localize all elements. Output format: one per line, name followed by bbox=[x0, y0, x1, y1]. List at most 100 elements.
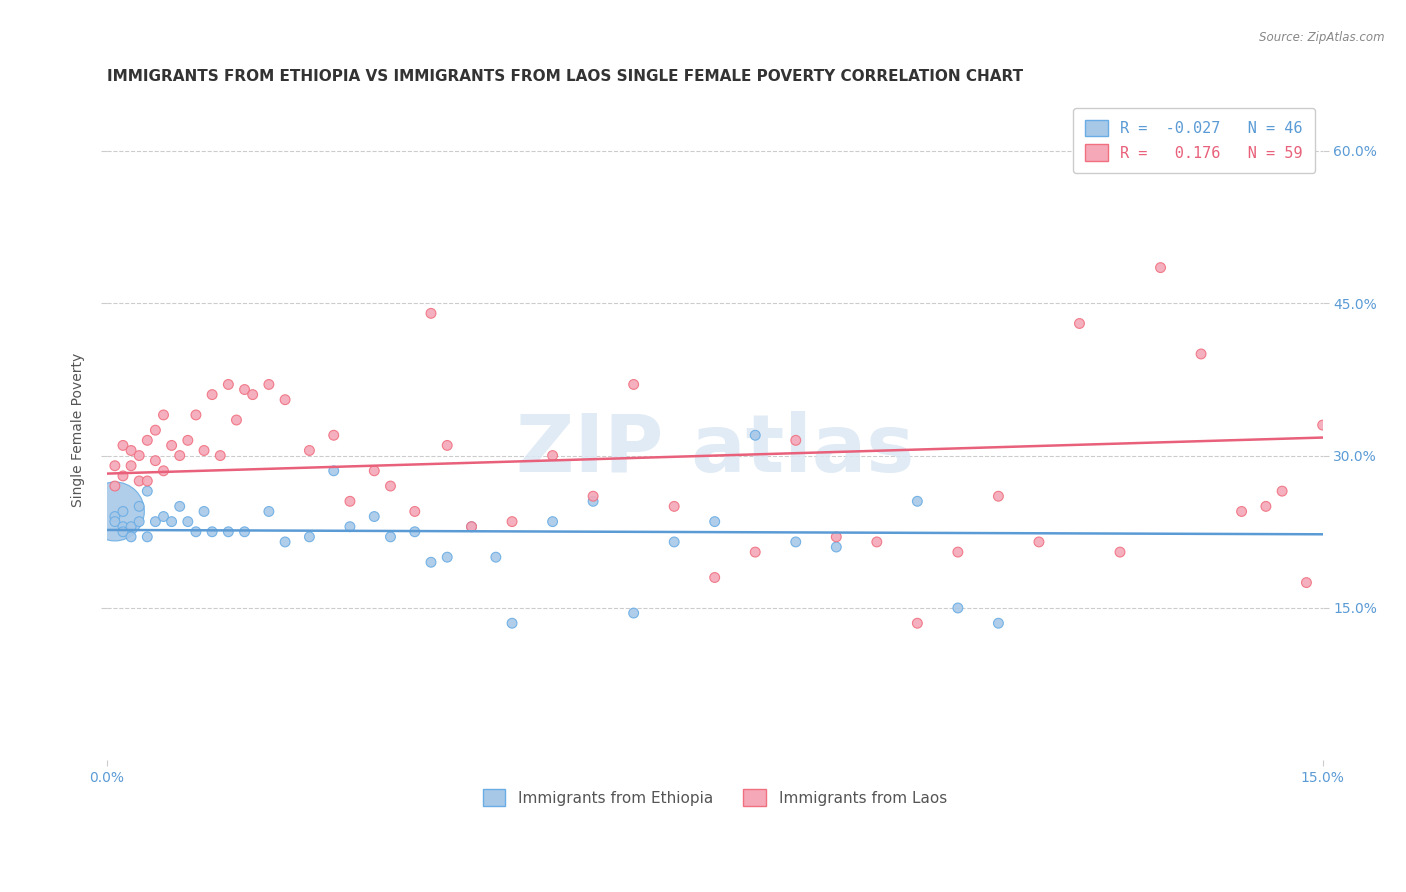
Point bbox=[136, 434, 159, 448]
Point bbox=[217, 524, 239, 539]
Point bbox=[160, 438, 183, 452]
Point bbox=[1312, 418, 1334, 433]
Point bbox=[111, 504, 134, 518]
Point bbox=[209, 449, 232, 463]
Point bbox=[1189, 347, 1212, 361]
Point bbox=[744, 545, 766, 559]
Point bbox=[145, 515, 167, 529]
Point bbox=[104, 509, 127, 524]
Point bbox=[111, 519, 134, 533]
Point bbox=[1149, 260, 1171, 275]
Point bbox=[436, 438, 458, 452]
Point bbox=[582, 489, 605, 503]
Point bbox=[623, 377, 645, 392]
Point bbox=[404, 524, 426, 539]
Point bbox=[905, 494, 928, 508]
Point bbox=[193, 504, 215, 518]
Point bbox=[420, 555, 443, 569]
Point bbox=[160, 515, 183, 529]
Point bbox=[104, 504, 127, 518]
Legend: Immigrants from Ethiopia, Immigrants from Laos: Immigrants from Ethiopia, Immigrants fro… bbox=[477, 783, 953, 813]
Text: ZIP atlas: ZIP atlas bbox=[516, 411, 914, 489]
Point bbox=[152, 408, 174, 422]
Point bbox=[120, 519, 142, 533]
Point bbox=[128, 474, 150, 488]
Point bbox=[363, 464, 385, 478]
Point bbox=[145, 453, 167, 467]
Point bbox=[177, 515, 200, 529]
Point bbox=[242, 387, 264, 401]
Point bbox=[703, 570, 725, 584]
Point bbox=[825, 530, 848, 544]
Point bbox=[128, 500, 150, 514]
Point bbox=[120, 458, 142, 473]
Point bbox=[1230, 504, 1253, 518]
Point bbox=[744, 428, 766, 442]
Point bbox=[436, 550, 458, 565]
Point bbox=[380, 479, 402, 493]
Point bbox=[104, 458, 127, 473]
Point bbox=[866, 535, 889, 549]
Point bbox=[120, 443, 142, 458]
Point bbox=[111, 469, 134, 483]
Point bbox=[485, 550, 508, 565]
Point bbox=[664, 500, 686, 514]
Point bbox=[201, 387, 224, 401]
Point bbox=[104, 479, 127, 493]
Point bbox=[339, 519, 361, 533]
Point bbox=[177, 434, 200, 448]
Point bbox=[501, 515, 523, 529]
Point bbox=[233, 383, 256, 397]
Point bbox=[274, 535, 297, 549]
Point bbox=[785, 434, 807, 448]
Point bbox=[217, 377, 239, 392]
Point bbox=[1295, 575, 1317, 590]
Point bbox=[420, 306, 443, 320]
Point bbox=[136, 530, 159, 544]
Point bbox=[987, 489, 1010, 503]
Point bbox=[825, 540, 848, 554]
Point bbox=[460, 519, 482, 533]
Point bbox=[201, 524, 224, 539]
Point bbox=[703, 515, 725, 529]
Point bbox=[1254, 500, 1277, 514]
Point bbox=[193, 443, 215, 458]
Text: IMMIGRANTS FROM ETHIOPIA VS IMMIGRANTS FROM LAOS SINGLE FEMALE POVERTY CORRELATI: IMMIGRANTS FROM ETHIOPIA VS IMMIGRANTS F… bbox=[107, 69, 1024, 84]
Point bbox=[152, 464, 174, 478]
Point bbox=[946, 601, 969, 615]
Point bbox=[946, 545, 969, 559]
Point bbox=[111, 524, 134, 539]
Point bbox=[322, 464, 344, 478]
Point bbox=[169, 500, 191, 514]
Point bbox=[104, 515, 127, 529]
Point bbox=[298, 443, 321, 458]
Point bbox=[1271, 484, 1294, 499]
Point bbox=[1069, 317, 1091, 331]
Point bbox=[111, 438, 134, 452]
Point bbox=[169, 449, 191, 463]
Point bbox=[905, 616, 928, 631]
Point bbox=[136, 484, 159, 499]
Point bbox=[184, 408, 207, 422]
Point bbox=[128, 449, 150, 463]
Point bbox=[274, 392, 297, 407]
Point bbox=[322, 428, 344, 442]
Point bbox=[225, 413, 247, 427]
Point bbox=[582, 494, 605, 508]
Point bbox=[363, 509, 385, 524]
Point bbox=[623, 606, 645, 620]
Point bbox=[541, 449, 564, 463]
Point bbox=[128, 515, 150, 529]
Point bbox=[1109, 545, 1132, 559]
Point bbox=[233, 524, 256, 539]
Point bbox=[460, 519, 482, 533]
Point bbox=[987, 616, 1010, 631]
Point bbox=[145, 423, 167, 437]
Point bbox=[152, 509, 174, 524]
Point bbox=[1028, 535, 1050, 549]
Point bbox=[257, 377, 280, 392]
Point bbox=[541, 515, 564, 529]
Point bbox=[501, 616, 523, 631]
Y-axis label: Single Female Poverty: Single Female Poverty bbox=[72, 353, 86, 508]
Point bbox=[257, 504, 280, 518]
